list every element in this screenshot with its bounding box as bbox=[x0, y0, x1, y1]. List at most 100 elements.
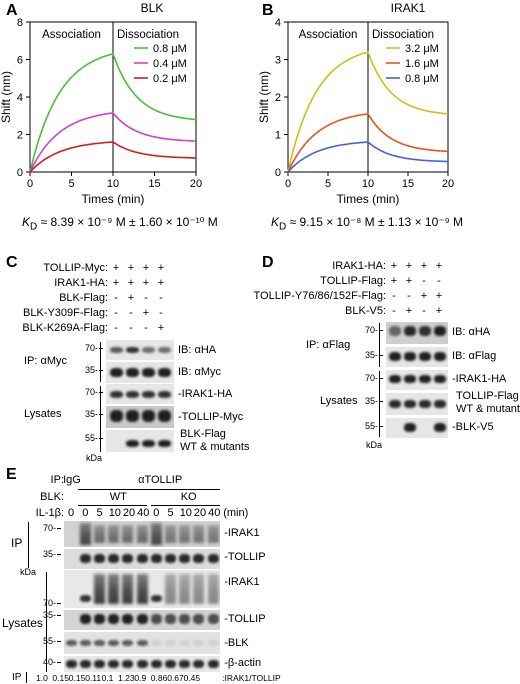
band bbox=[179, 640, 191, 646]
band bbox=[404, 352, 416, 361]
row-label: TOLLIP-Myc: bbox=[43, 262, 108, 274]
quant-value: 0.45 bbox=[183, 673, 201, 683]
band bbox=[164, 554, 177, 563]
sign: - bbox=[129, 322, 133, 334]
band bbox=[65, 640, 77, 646]
row-label: IL-1β: bbox=[35, 507, 64, 519]
band bbox=[126, 440, 139, 447]
band bbox=[142, 410, 155, 422]
blot-c-3 bbox=[106, 406, 174, 428]
band bbox=[93, 640, 106, 646]
band bbox=[164, 640, 177, 646]
band bbox=[193, 660, 205, 668]
ip-group-label: IP bbox=[11, 536, 23, 550]
annotation-association: Association bbox=[299, 29, 358, 41]
band bbox=[419, 326, 431, 336]
panel-label-c: C bbox=[6, 254, 18, 271]
row-label: TOLLIP-Flag: bbox=[320, 275, 386, 287]
y-tick-label: 6 bbox=[17, 55, 23, 67]
band bbox=[108, 660, 120, 668]
sign: + bbox=[157, 322, 165, 334]
band bbox=[110, 368, 123, 377]
y-axis-label: Shift (nm) bbox=[258, 71, 271, 123]
band bbox=[142, 368, 155, 377]
sign: + bbox=[405, 275, 413, 287]
band bbox=[404, 375, 416, 383]
band bbox=[193, 640, 205, 646]
band bbox=[150, 614, 162, 624]
y-tick-label: 0 bbox=[275, 167, 281, 179]
blot-c-2 bbox=[106, 384, 174, 404]
ib-label: -BLK bbox=[224, 637, 249, 649]
kd-b: KD ≈ 9.15 × 10⁻⁸ M ± 1.13 × 10⁻⁹ M bbox=[271, 215, 464, 233]
band bbox=[136, 640, 148, 646]
band bbox=[150, 595, 162, 602]
ip-group-label: IP: αMyc bbox=[24, 355, 68, 367]
sign: + bbox=[157, 262, 165, 274]
row-label: IP: bbox=[50, 474, 64, 486]
band bbox=[126, 368, 139, 377]
band bbox=[164, 660, 177, 668]
ib-label: -β-actin bbox=[224, 657, 262, 669]
band bbox=[79, 614, 91, 624]
chart-b: IRAK1 0 5 10 15 20 0 1 2 3 4 Times (min) Shift (nm)… bbox=[258, 1, 454, 206]
bracket bbox=[379, 323, 380, 367]
band bbox=[179, 660, 191, 668]
quant-value: 0.86 bbox=[150, 673, 168, 683]
wt-label: WT bbox=[109, 491, 127, 503]
band bbox=[179, 614, 191, 624]
smear-band bbox=[179, 574, 191, 604]
band bbox=[404, 423, 416, 432]
band bbox=[158, 440, 171, 447]
x-axis-label: Times (min) bbox=[82, 192, 145, 206]
quant-value: 1.23 bbox=[118, 673, 135, 683]
ib-label: -TOLLIP-Myc bbox=[178, 411, 244, 423]
band bbox=[110, 347, 123, 353]
band bbox=[79, 660, 91, 668]
time-label: 0 bbox=[153, 507, 160, 519]
blot-e-5 bbox=[64, 656, 221, 672]
y-tick-label: 2 bbox=[275, 92, 281, 104]
band bbox=[207, 640, 219, 646]
blot-e-3 bbox=[64, 610, 221, 630]
smear-band bbox=[164, 574, 177, 604]
x-tick-label: 0 bbox=[285, 178, 291, 190]
x-tick-label: 5 bbox=[68, 178, 74, 190]
row-label: BLK-K269A-Flag: bbox=[22, 322, 108, 334]
row-label: BLK-Flag: bbox=[59, 292, 108, 304]
mw-marker: 70- bbox=[80, 343, 103, 353]
mw-marker: 70- bbox=[38, 523, 61, 533]
band bbox=[93, 614, 106, 624]
time-label: 10 bbox=[179, 507, 192, 519]
band bbox=[142, 347, 155, 353]
legend-label: 1.6 μM bbox=[405, 58, 439, 70]
mw-marker: 70- bbox=[360, 325, 383, 335]
header-line bbox=[151, 505, 221, 506]
sign: + bbox=[435, 290, 443, 302]
ib-label: -IRAK1-HA bbox=[178, 388, 233, 400]
band bbox=[389, 400, 401, 408]
band bbox=[136, 614, 148, 624]
annotation-association: Association bbox=[42, 29, 101, 41]
band bbox=[126, 391, 139, 398]
band bbox=[108, 614, 120, 624]
time-label: 10 bbox=[108, 507, 121, 519]
header-line bbox=[78, 489, 221, 490]
y-tick-label: 0 bbox=[17, 167, 23, 179]
x-tick-label: 20 bbox=[190, 178, 202, 190]
igg-label: IgG bbox=[63, 474, 81, 486]
y-tick-label: 2 bbox=[17, 130, 23, 142]
bracket bbox=[379, 371, 380, 437]
sign: + bbox=[112, 277, 120, 289]
band bbox=[142, 391, 155, 398]
series-line bbox=[287, 51, 449, 173]
smear-band bbox=[93, 574, 106, 604]
sign: + bbox=[127, 292, 135, 304]
mw-marker: 70- bbox=[360, 373, 383, 383]
sign: + bbox=[157, 277, 165, 289]
quant-value: 0.11 bbox=[85, 673, 102, 683]
series-line bbox=[29, 52, 197, 173]
sign: + bbox=[127, 277, 135, 289]
ib-label: WT & mutants bbox=[180, 441, 250, 453]
ib-label: IB: αHA bbox=[452, 326, 491, 338]
